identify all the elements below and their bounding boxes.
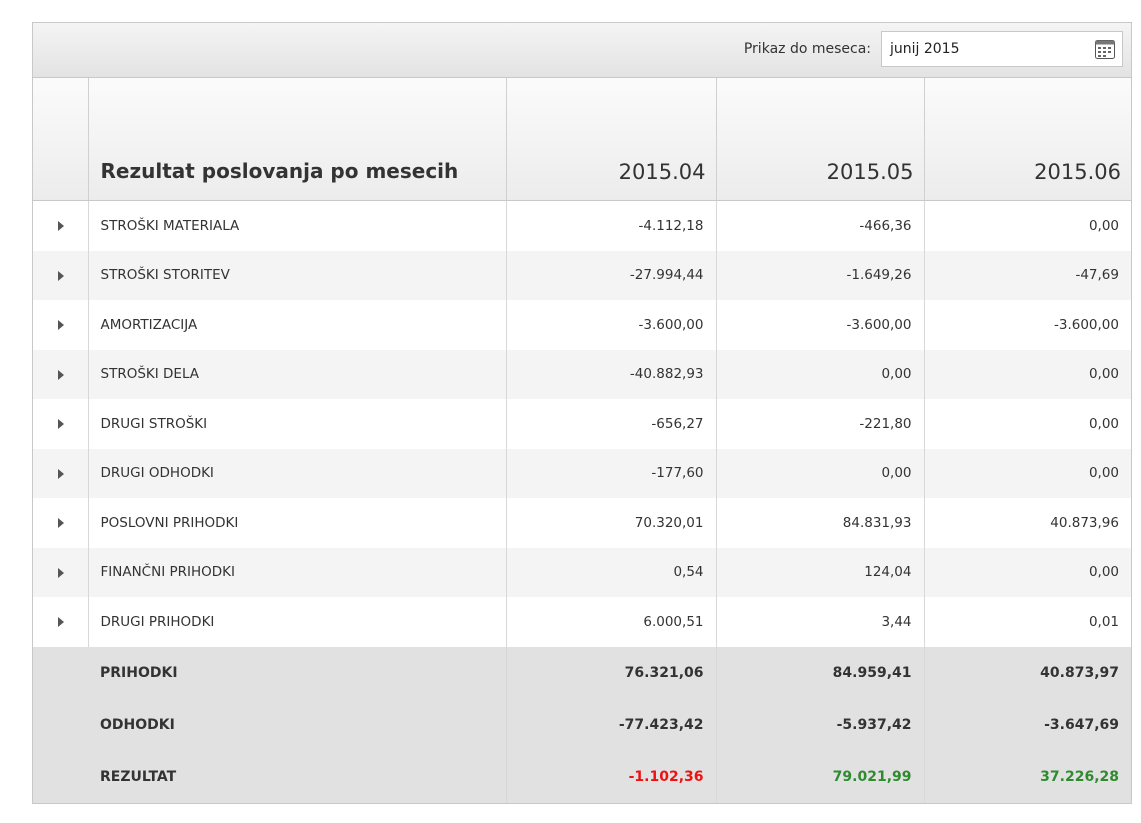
value-cell: -40.882,93	[505, 349, 716, 399]
value-cell: 0,01	[923, 597, 1131, 647]
value-cell: -3.600,00	[715, 300, 924, 350]
expand-arrow[interactable]	[58, 419, 64, 429]
value-cell: 0,54	[505, 547, 716, 597]
value-cell: 0,00	[923, 200, 1131, 251]
column-header: 2015.06	[923, 78, 1131, 201]
expand-arrow[interactable]	[58, 369, 64, 380]
expand-cell[interactable]	[33, 448, 88, 498]
value-cell: -221,80	[715, 399, 924, 449]
expand-arrow[interactable]	[58, 221, 64, 231]
data-row[interactable]: STROŠKI STORITEV -27.994,44 -1.649,26 -47,6…	[33, 250, 1131, 300]
expand-arrow[interactable]	[58, 518, 64, 528]
summary-spacer	[33, 646, 88, 699]
column-header: 2015.05	[715, 78, 924, 201]
data-row[interactable]: DRUGI STROŠKI -656,27 -221,80 0,00	[33, 399, 1131, 449]
data-row[interactable]: FINANČNI PRIHODKI 0,54 124,04 0,00	[33, 547, 1131, 597]
expand-cell[interactable]	[33, 498, 88, 548]
value-cell: -47,69	[923, 250, 1131, 300]
data-row[interactable]: POSLOVNI PRIHODKI 70.320,01 84.831,93 40.87…	[33, 498, 1131, 548]
summary-value: 76.321,06	[505, 646, 716, 699]
value-cell: -4.112,18	[505, 200, 716, 251]
value-cell: -466,36	[715, 200, 924, 251]
header-row: Rezultat poslovanja po mesecih 2015.04 20…	[33, 78, 1131, 201]
summary-label: PRIHODKI	[88, 646, 506, 699]
expand-arrow[interactable]	[58, 468, 64, 479]
data-row[interactable]: DRUGI ODHODKI -177,60 0,00 0,00	[33, 448, 1131, 498]
expand-cell[interactable]	[33, 547, 88, 597]
value-cell: 0,00	[923, 399, 1131, 449]
value-cell: 0,00	[923, 547, 1131, 597]
expand-header	[33, 78, 88, 201]
value-cell: -1.649,26	[715, 250, 924, 300]
expand-cell[interactable]	[33, 597, 88, 647]
expand-arrow[interactable]	[58, 617, 64, 627]
value-cell: 124,04	[715, 547, 924, 597]
expand-cell[interactable]	[33, 201, 88, 251]
value-cell: 0,00	[715, 349, 924, 399]
expand-arrow[interactable]	[58, 270, 64, 281]
row-label: STROŠKI MATERIALA	[87, 200, 506, 251]
expand-cell[interactable]	[33, 349, 88, 399]
row-label: POSLOVNI PRIHODKI	[87, 498, 506, 548]
report-panel: Prikaz do meseca: junij 2015 Rezultat po…	[32, 22, 1132, 804]
value-cell: 0,00	[923, 349, 1131, 399]
data-row[interactable]: STROŠKI MATERIALA -4.112,18 -466,36 0,00	[33, 200, 1131, 251]
value-cell: -656,27	[505, 399, 716, 449]
summary-label: REZULTAT	[88, 750, 506, 803]
date-value: junij 2015	[890, 41, 960, 57]
row-label: DRUGI PRIHODKI	[87, 597, 506, 647]
summary-value: -1.102,36	[505, 750, 716, 803]
summary-row: PRIHODKI 76.321,06 84.959,41 40.873,97	[33, 646, 1131, 699]
value-cell: 0,00	[923, 448, 1131, 498]
summary-value: 84.959,41	[715, 646, 924, 699]
summary-spacer	[33, 698, 88, 751]
row-label: AMORTIZACIJA	[87, 300, 506, 350]
row-label: STROŠKI DELA	[87, 349, 506, 399]
summary-value: 79.021,99	[715, 750, 924, 803]
value-cell: 70.320,01	[505, 498, 716, 548]
row-label: STROŠKI STORITEV	[87, 250, 506, 300]
summary-row: REZULTAT -1.102,36 79.021,99 37.226,28	[33, 750, 1131, 803]
data-row[interactable]: STROŠKI DELA -40.882,93 0,00 0,00	[33, 349, 1131, 399]
value-cell: 40.873,96	[923, 498, 1131, 548]
value-cell: -27.994,44	[505, 250, 716, 300]
calendar-icon[interactable]	[1094, 38, 1116, 60]
column-header: 2015.04	[505, 78, 716, 201]
result-table: Rezultat poslovanja po mesecih 2015.04 20…	[33, 78, 1131, 803]
summary-spacer	[33, 750, 88, 803]
data-row[interactable]: AMORTIZACIJA -3.600,00 -3.600,00 -3.600,00	[33, 300, 1131, 350]
value-cell: -3.600,00	[505, 300, 716, 350]
expand-cell[interactable]	[33, 300, 88, 350]
value-cell: 3,44	[715, 597, 924, 647]
summary-value: -5.937,42	[715, 698, 924, 751]
expand-arrow[interactable]	[58, 567, 64, 578]
expand-cell[interactable]	[33, 399, 88, 449]
summary-label: ODHODKI	[88, 698, 506, 751]
date-input[interactable]: junij 2015	[881, 31, 1123, 67]
summary-value: -77.423,42	[505, 698, 716, 751]
value-cell: 6.000,51	[505, 597, 716, 647]
value-cell: -3.600,00	[923, 300, 1131, 350]
summary-value: 37.226,28	[923, 750, 1131, 803]
summary-value: -3.647,69	[923, 698, 1131, 751]
row-label: DRUGI STROŠKI	[87, 399, 506, 449]
expand-arrow[interactable]	[58, 320, 64, 330]
summary-value: 40.873,97	[923, 646, 1131, 699]
value-cell: -177,60	[505, 448, 716, 498]
toolbar: Prikaz do meseca: junij 2015	[33, 23, 1131, 78]
table-title: Rezultat poslovanja po mesecih	[87, 78, 506, 201]
date-label: Prikaz do meseca:	[743, 41, 871, 57]
summary-row: ODHODKI -77.423,42 -5.937,42 -3.647,69	[33, 698, 1131, 751]
row-label: FINANČNI PRIHODKI	[87, 547, 506, 597]
value-cell: 84.831,93	[715, 498, 924, 548]
data-row[interactable]: DRUGI PRIHODKI 6.000,51 3,44 0,01	[33, 597, 1131, 647]
row-label: DRUGI ODHODKI	[87, 448, 506, 498]
expand-cell[interactable]	[33, 250, 88, 300]
value-cell: 0,00	[715, 448, 924, 498]
